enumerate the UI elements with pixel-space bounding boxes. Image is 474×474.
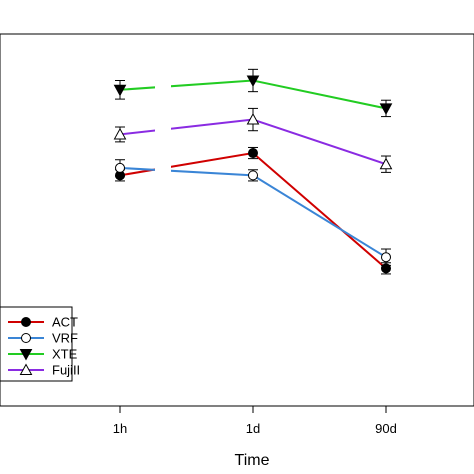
data-point	[248, 170, 258, 181]
x-axis-ticks	[119, 406, 387, 413]
legend-label: XTE	[52, 347, 78, 362]
x-axis-tick-labels: 1h 1d 90d	[113, 421, 397, 436]
data-point	[246, 113, 260, 125]
axis-break-gap	[155, 50, 171, 390]
data-point	[113, 84, 127, 97]
legend-label: FujiII	[52, 363, 80, 378]
data-point	[381, 252, 391, 263]
data-point	[115, 162, 125, 173]
x-tick-label: 1h	[113, 421, 127, 436]
data-point	[21, 333, 31, 343]
legend-label: ACT	[52, 315, 78, 330]
legend-box	[0, 306, 73, 382]
data-point	[248, 148, 258, 159]
x-axis-title: Time	[235, 452, 270, 469]
data-point	[19, 349, 33, 361]
data-point	[379, 103, 393, 115]
data-point	[21, 317, 31, 327]
data-point	[379, 157, 393, 170]
data-point	[113, 127, 127, 140]
plot-frame	[0, 33, 474, 407]
x-tick-label: 1d	[246, 421, 260, 436]
data-point	[246, 75, 260, 88]
data-point	[19, 363, 33, 375]
legend-label: VRF	[52, 331, 78, 346]
x-tick-label: 90d	[375, 421, 397, 436]
break-gap	[155, 50, 171, 390]
